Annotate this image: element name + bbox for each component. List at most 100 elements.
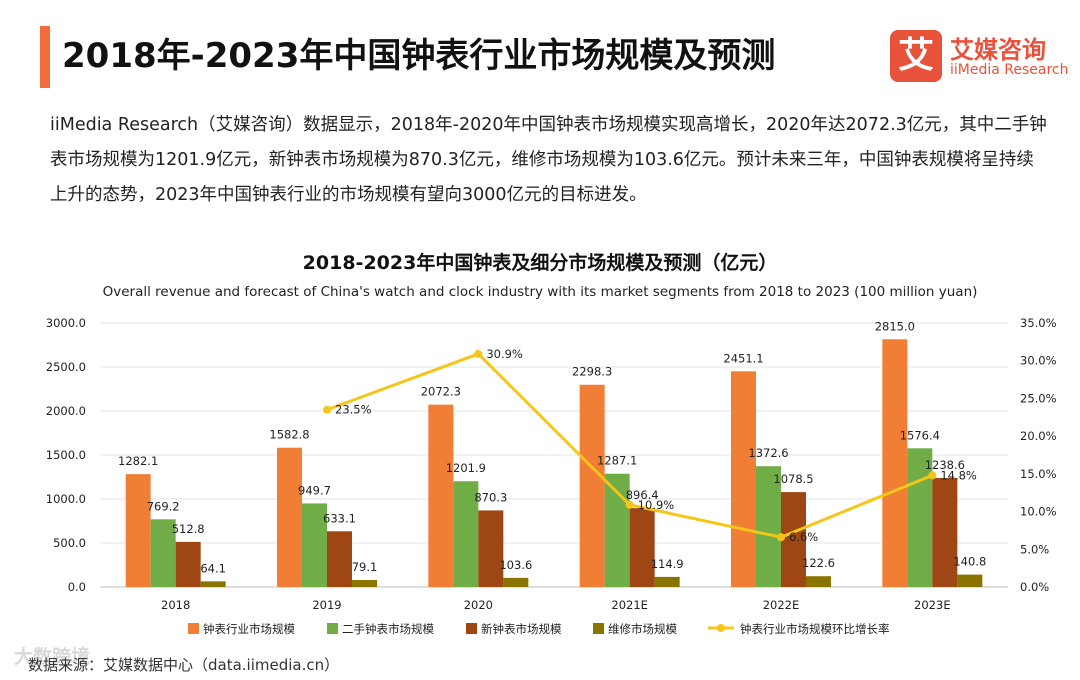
bar-data-label: 633.1 xyxy=(323,511,356,525)
growth-rate-point xyxy=(323,405,331,414)
bar-data-label: 870.3 xyxy=(474,490,507,504)
bar-data-label: 79.1 xyxy=(352,560,378,574)
bar-data-label: 114.9 xyxy=(651,557,684,571)
y-tick-label: 0.0 xyxy=(68,580,86,594)
bar xyxy=(150,519,176,587)
bar xyxy=(478,510,504,587)
y-tick-label: 2000.0 xyxy=(46,404,86,418)
legend-swatch xyxy=(327,623,338,634)
y2-tick-label: 0.0% xyxy=(1020,580,1049,594)
bar-data-label: 1287.1 xyxy=(597,454,637,468)
bar-data-label: 2815.0 xyxy=(875,319,915,333)
bar xyxy=(352,580,377,587)
x-tick-label: 2020 xyxy=(464,598,493,612)
logo-name-cn: 艾媒咨询 xyxy=(950,36,1046,64)
bar xyxy=(200,581,226,587)
iimedia-logo: 艾 艾媒咨询 iiMedia Research xyxy=(890,30,1070,82)
legend-swatch xyxy=(466,623,477,634)
x-tick-label: 2019 xyxy=(312,598,341,612)
bar-data-label: 2072.3 xyxy=(421,385,461,399)
y-tick-label: 3000.0 xyxy=(46,316,86,330)
bar-data-label: 122.6 xyxy=(802,556,835,570)
legend-label: 钟表行业市场规模 xyxy=(203,622,295,636)
bar xyxy=(125,474,151,587)
legend-swatch xyxy=(593,623,604,634)
bar-data-label: 2298.3 xyxy=(572,365,612,379)
y2-tick-label: 35.0% xyxy=(1020,316,1057,330)
chart-title: 2018-2023年中国钟表及细分市场规模及预测（亿元） xyxy=(302,252,778,274)
data-source: 数据来源：艾媒数据中心（data.iimedia.cn） xyxy=(28,656,340,674)
bar xyxy=(277,447,302,587)
bar-data-label: 949.7 xyxy=(298,483,331,497)
bar xyxy=(781,492,806,587)
bar-data-label: 1238.6 xyxy=(925,458,965,472)
bar-data-label: 1372.6 xyxy=(748,446,788,460)
y2-tick-label: 25.0% xyxy=(1020,391,1057,405)
bar xyxy=(882,339,908,587)
growth-rate-point xyxy=(777,533,785,542)
bar xyxy=(806,576,831,587)
bar xyxy=(503,577,529,587)
growth-rate-label: 6.6% xyxy=(789,530,818,544)
bar-data-label: 1201.9 xyxy=(446,461,486,475)
x-tick-label: 2023E xyxy=(914,598,951,612)
legend-label: 二手钟表市场规模 xyxy=(342,622,434,636)
y-tick-label: 1000.0 xyxy=(46,492,86,506)
growth-rate-label: 10.9% xyxy=(638,498,675,512)
legend-label: 新钟表市场规模 xyxy=(481,622,562,636)
x-tick-label: 2021E xyxy=(611,598,648,612)
growth-rate-label: 23.5% xyxy=(335,403,372,417)
bar-data-label: 103.6 xyxy=(499,558,532,572)
y2-tick-label: 15.0% xyxy=(1020,467,1057,481)
bar-data-label: 2451.1 xyxy=(723,351,763,365)
x-tick-label: 2022E xyxy=(763,598,800,612)
bar xyxy=(957,574,983,587)
y-tick-label: 500.0 xyxy=(53,536,86,550)
bar xyxy=(327,531,352,587)
bar-data-label: 1582.8 xyxy=(269,428,309,442)
bar xyxy=(756,466,781,587)
growth-rate-label: 14.8% xyxy=(940,468,977,482)
logo-mark-icon: 艾 xyxy=(890,30,942,82)
page-title: 2018年-2023年中国钟表行业市场规模及预测 xyxy=(62,36,776,76)
logo-name-en: iiMedia Research xyxy=(950,62,1069,78)
bar xyxy=(302,503,327,587)
bar xyxy=(654,576,680,587)
title-accent-bar xyxy=(40,26,50,88)
bar xyxy=(579,384,605,587)
bar xyxy=(932,478,958,587)
bar-data-label: 140.8 xyxy=(953,555,986,569)
x-tick-label: 2018 xyxy=(161,598,190,612)
bar-data-label: 1282.1 xyxy=(118,454,158,468)
growth-rate-label: 30.9% xyxy=(486,347,523,361)
bar xyxy=(428,404,454,587)
bar-data-label: 1078.5 xyxy=(773,472,813,486)
bar xyxy=(731,371,756,587)
bar-data-label: 512.8 xyxy=(172,522,205,536)
y2-tick-label: 10.0% xyxy=(1020,505,1057,519)
growth-rate-point xyxy=(625,500,634,509)
bar xyxy=(907,448,933,587)
y2-tick-label: 5.0% xyxy=(1020,542,1049,556)
intro-paragraph: iiMedia Research（艾媒咨询）数据显示，2018年-2020年中国… xyxy=(50,115,1047,205)
y2-tick-label: 20.0% xyxy=(1020,429,1057,443)
y2-tick-label: 30.0% xyxy=(1020,354,1057,368)
y-tick-label: 2500.0 xyxy=(46,360,86,374)
growth-rate-point xyxy=(474,349,483,358)
bar-data-label: 1576.4 xyxy=(900,428,940,442)
bar xyxy=(175,541,201,587)
watermark: 大数跨境 xyxy=(14,646,91,668)
bar-data-label: 64.1 xyxy=(200,561,226,575)
legend-label: 钟表行业市场规模环比增长率 xyxy=(740,622,890,636)
legend-label: 维修市场规模 xyxy=(608,622,677,636)
bar xyxy=(453,481,479,587)
bar xyxy=(629,508,655,587)
bar-data-label: 769.2 xyxy=(147,499,180,513)
growth-rate-point xyxy=(928,471,937,480)
y-tick-label: 1500.0 xyxy=(46,448,86,462)
chart-subtitle: Overall revenue and forecast of China's … xyxy=(102,284,978,300)
legend-line-marker xyxy=(717,624,725,632)
bar-data-label: 896.4 xyxy=(626,488,659,502)
legend-swatch xyxy=(188,623,199,634)
